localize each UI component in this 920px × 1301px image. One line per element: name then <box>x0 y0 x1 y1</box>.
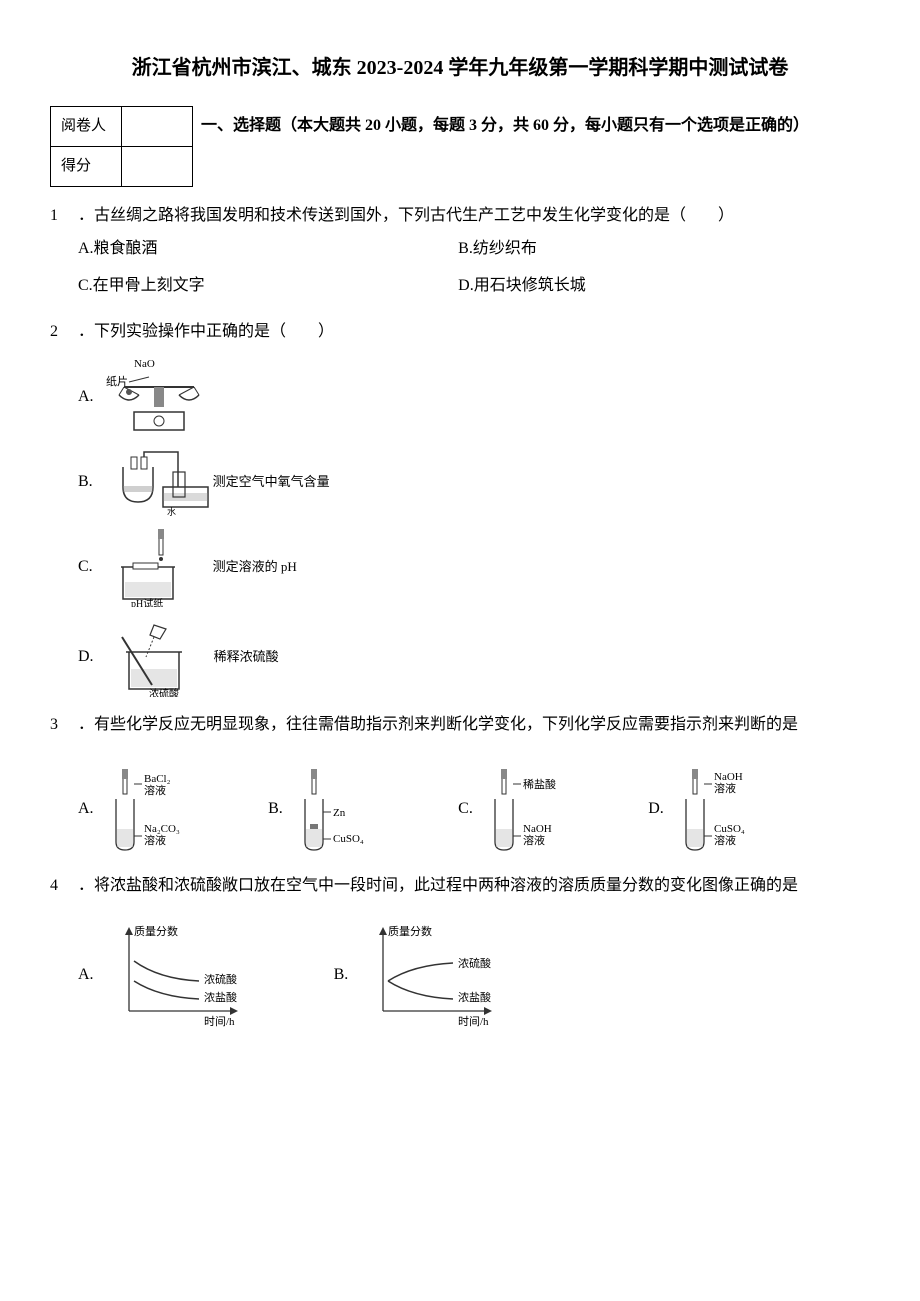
q2-b-letter: B. <box>78 468 93 497</box>
q3-d-letter: D. <box>648 795 664 824</box>
q1-option-b: B.纺纱织布 <box>458 235 838 264</box>
svg-text:CuSO₄: CuSO₄ <box>714 823 745 835</box>
q3-c-letter: C. <box>458 795 473 824</box>
q3-option-b: B. Zn CuSO₄ <box>268 764 458 854</box>
svg-text:溶液: 溶液 <box>714 833 736 847</box>
q1-option-c: C.在甲骨上刻文字 <box>78 272 458 301</box>
section1-heading: 一、选择题（本大题共 20 小题，每题 3 分，共 60 分，每小题只有一个选项… <box>201 106 809 141</box>
balance-scale-icon: NaO 纸片 <box>104 357 214 437</box>
q2-stem: ．下列实验操作中正确的是（ ） <box>78 318 334 347</box>
q4b-xaxis: 时间/h <box>458 1015 489 1028</box>
q2-option-d: D. 浓硫酸 稀释浓硫酸 <box>78 617 870 697</box>
q4-option-b: B. 质量分数 时间/h 浓硫酸 浓盐酸 <box>334 921 529 1031</box>
svg-text:BaCl₂: BaCl₂ <box>144 773 171 785</box>
q2-d-letter: D. <box>78 643 94 672</box>
section-header-row: 阅卷人 得分 一、选择题（本大题共 20 小题，每题 3 分，共 60 分，每小… <box>50 106 870 187</box>
svg-text:CuSO₄: CuSO₄ <box>333 833 364 845</box>
svg-text:溶液: 溶液 <box>523 833 545 847</box>
q4b-line1: 浓硫酸 <box>458 956 491 970</box>
q4-stem: ．将浓盐酸和浓硫酸敞口放在空气中一段时间，此过程中两种溶液的溶质质量分数的变化图… <box>78 872 798 901</box>
svg-text:Zn: Zn <box>333 807 346 819</box>
svg-text:溶液: 溶液 <box>144 783 166 797</box>
svg-text:稀盐酸: 稀盐酸 <box>523 777 556 791</box>
q2d-sublabel: 浓硫酸 <box>149 687 179 697</box>
question-2: 2 ．下列实验操作中正确的是（ ） A. NaO 纸片 <box>50 318 870 697</box>
q2-number: 2 <box>50 318 78 347</box>
q4-option-a: A. 质量分数 时间/h 浓硫酸 浓盐酸 <box>78 921 274 1031</box>
q2-option-b: B. 水 测定空气中氧气含量 <box>78 447 870 517</box>
q4-number: 4 <box>50 872 78 901</box>
q3-b-letter: B. <box>268 795 283 824</box>
dilute-acid-icon: 浓硫酸 <box>104 617 214 697</box>
q1-stem: ．古丝绸之路将我国发明和技术传送到国外，下列古代生产工艺中发生化学变化的是（ ） <box>78 202 734 231</box>
svg-text:溶液: 溶液 <box>714 781 736 795</box>
page-title: 浙江省杭州市滨江、城东 2023-2024 学年九年级第一学期科学期中测试试卷 <box>50 50 870 86</box>
q4a-xaxis: 时间/h <box>204 1015 235 1028</box>
q3-stem: ．有些化学反应无明显现象，往往需借助指示剂来判断化学变化，下列化学反应需要指示剂… <box>78 711 798 740</box>
q1-option-d: D.用石块修筑长城 <box>458 272 838 301</box>
q2-c-letter: C. <box>78 553 93 582</box>
q4a-line2: 浓盐酸 <box>204 990 237 1004</box>
q2-c-label: 测定溶液的 pH <box>213 555 297 578</box>
q4a-yaxis: 质量分数 <box>134 925 178 938</box>
score-table: 阅卷人 得分 <box>50 106 193 187</box>
q4a-line1: 浓硫酸 <box>204 972 237 986</box>
test-tube-icon-a: BaCl₂ 溶液 Na₂CO₃ 溶液 <box>104 764 214 854</box>
score-row2-label: 得分 <box>51 147 122 187</box>
q2a-label-nao: NaO <box>134 358 155 370</box>
graph-a-icon: 质量分数 时间/h 浓硫酸 浓盐酸 <box>104 921 274 1031</box>
q4b-yaxis: 质量分数 <box>388 925 432 938</box>
svg-text:溶液: 溶液 <box>144 833 166 847</box>
test-tube-icon-b: Zn CuSO₄ <box>293 764 403 854</box>
question-4: 4 ．将浓盐酸和浓硫酸敞口放在空气中一段时间，此过程中两种溶液的溶质质量分数的变… <box>50 872 870 1031</box>
test-tube-icon-d: NaOH 溶液 CuSO₄ 溶液 <box>674 764 784 854</box>
q2-option-c: C. pH试纸 测定溶液的 pH <box>78 527 870 607</box>
svg-text:Na₂CO₃: Na₂CO₃ <box>144 823 180 835</box>
q2-b-label: 测定空气中氧气含量 <box>213 470 330 493</box>
test-tube-icon-c: 稀盐酸 NaOH 溶液 <box>483 764 593 854</box>
svg-text:NaOH: NaOH <box>523 823 552 835</box>
q1-option-a: A.粮食酿酒 <box>78 235 458 264</box>
q2-a-letter: A. <box>78 383 94 412</box>
svg-text:NaOH: NaOH <box>714 771 743 783</box>
question-1: 1 ．古丝绸之路将我国发明和技术传送到国外，下列古代生产工艺中发生化学变化的是（… <box>50 202 870 304</box>
q1-number: 1 <box>50 202 78 231</box>
q3-option-a: A. BaCl₂ 溶液 Na₂CO₃ 溶液 <box>78 764 268 854</box>
question-3: 3 ．有些化学反应无明显现象，往往需借助指示剂来判断化学变化，下列化学反应需要指… <box>50 711 870 858</box>
ph-test-icon: pH试纸 <box>103 527 213 607</box>
svg-text:水: 水 <box>167 506 176 517</box>
q3-option-d: D. NaOH 溶液 CuSO₄ 溶液 <box>648 764 838 854</box>
gas-collection-icon: 水 <box>103 447 213 517</box>
q2-d-label: 稀释浓硫酸 <box>214 645 279 668</box>
q4b-line2: 浓盐酸 <box>458 990 491 1004</box>
graph-b-icon: 质量分数 时间/h 浓硫酸 浓盐酸 <box>358 921 528 1031</box>
q4-a-letter: A. <box>78 961 94 990</box>
score-row2-blank <box>122 147 193 187</box>
score-row1-blank <box>122 107 193 147</box>
score-row1-label: 阅卷人 <box>51 107 122 147</box>
q2-option-a: A. NaO 纸片 <box>78 357 870 437</box>
q4-b-letter: B. <box>334 961 349 990</box>
q2c-sublabel: pH试纸 <box>131 597 163 607</box>
q3-option-c: C. 稀盐酸 NaOH 溶液 <box>458 764 648 854</box>
q3-number: 3 <box>50 711 78 740</box>
q3-a-letter: A. <box>78 795 94 824</box>
